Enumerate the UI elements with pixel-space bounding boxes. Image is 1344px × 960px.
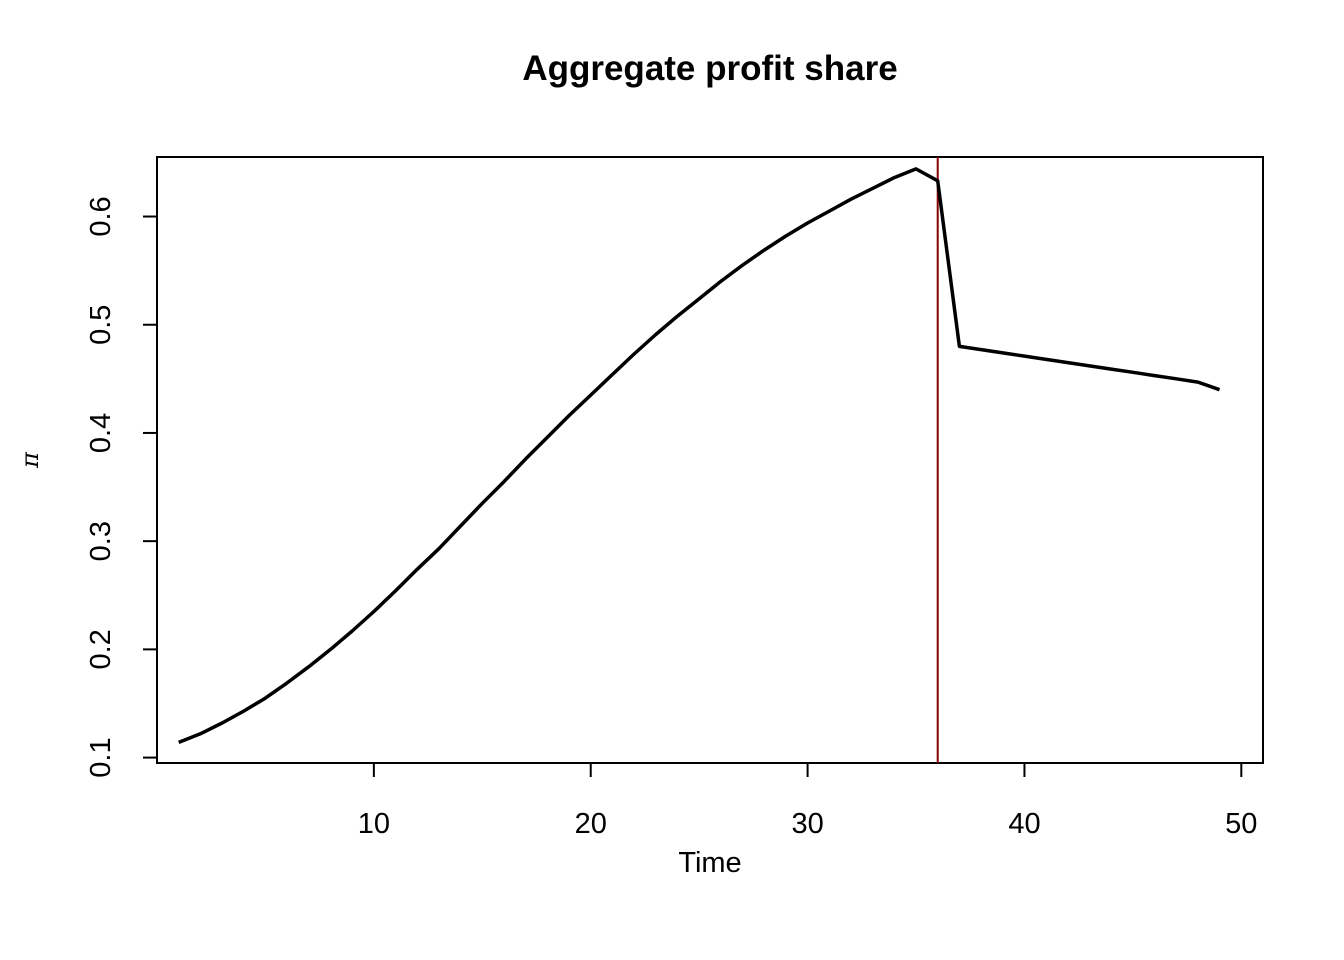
y-tick-label: 0.4 [85, 413, 117, 453]
y-axis: 0.1 0.2 0.3 0.4 0.5 0.6 [85, 196, 158, 778]
y-tick-label: 0.5 [85, 305, 117, 345]
x-tick-label: 10 [358, 808, 390, 840]
x-axis-label: Time [678, 847, 741, 879]
series-line-0 [178, 167, 1221, 745]
chart-title: Aggregate profit share [522, 49, 897, 88]
y-tick-label: 0.6 [85, 196, 117, 236]
y-tick-label: 0.1 [85, 737, 117, 777]
plot-frame [156, 156, 1264, 764]
y-tick-label: 0.3 [85, 521, 117, 561]
x-tick-label: 30 [791, 808, 823, 840]
x-tick-label: 40 [1008, 808, 1040, 840]
series-layer [178, 167, 1221, 745]
x-tick-label: 50 [1225, 808, 1257, 840]
y-axis-label: π [16, 451, 44, 469]
x-tick-label: 20 [575, 808, 607, 840]
x-axis: 10 20 30 40 50 [358, 762, 1257, 840]
y-tick-label: 0.2 [85, 629, 117, 669]
